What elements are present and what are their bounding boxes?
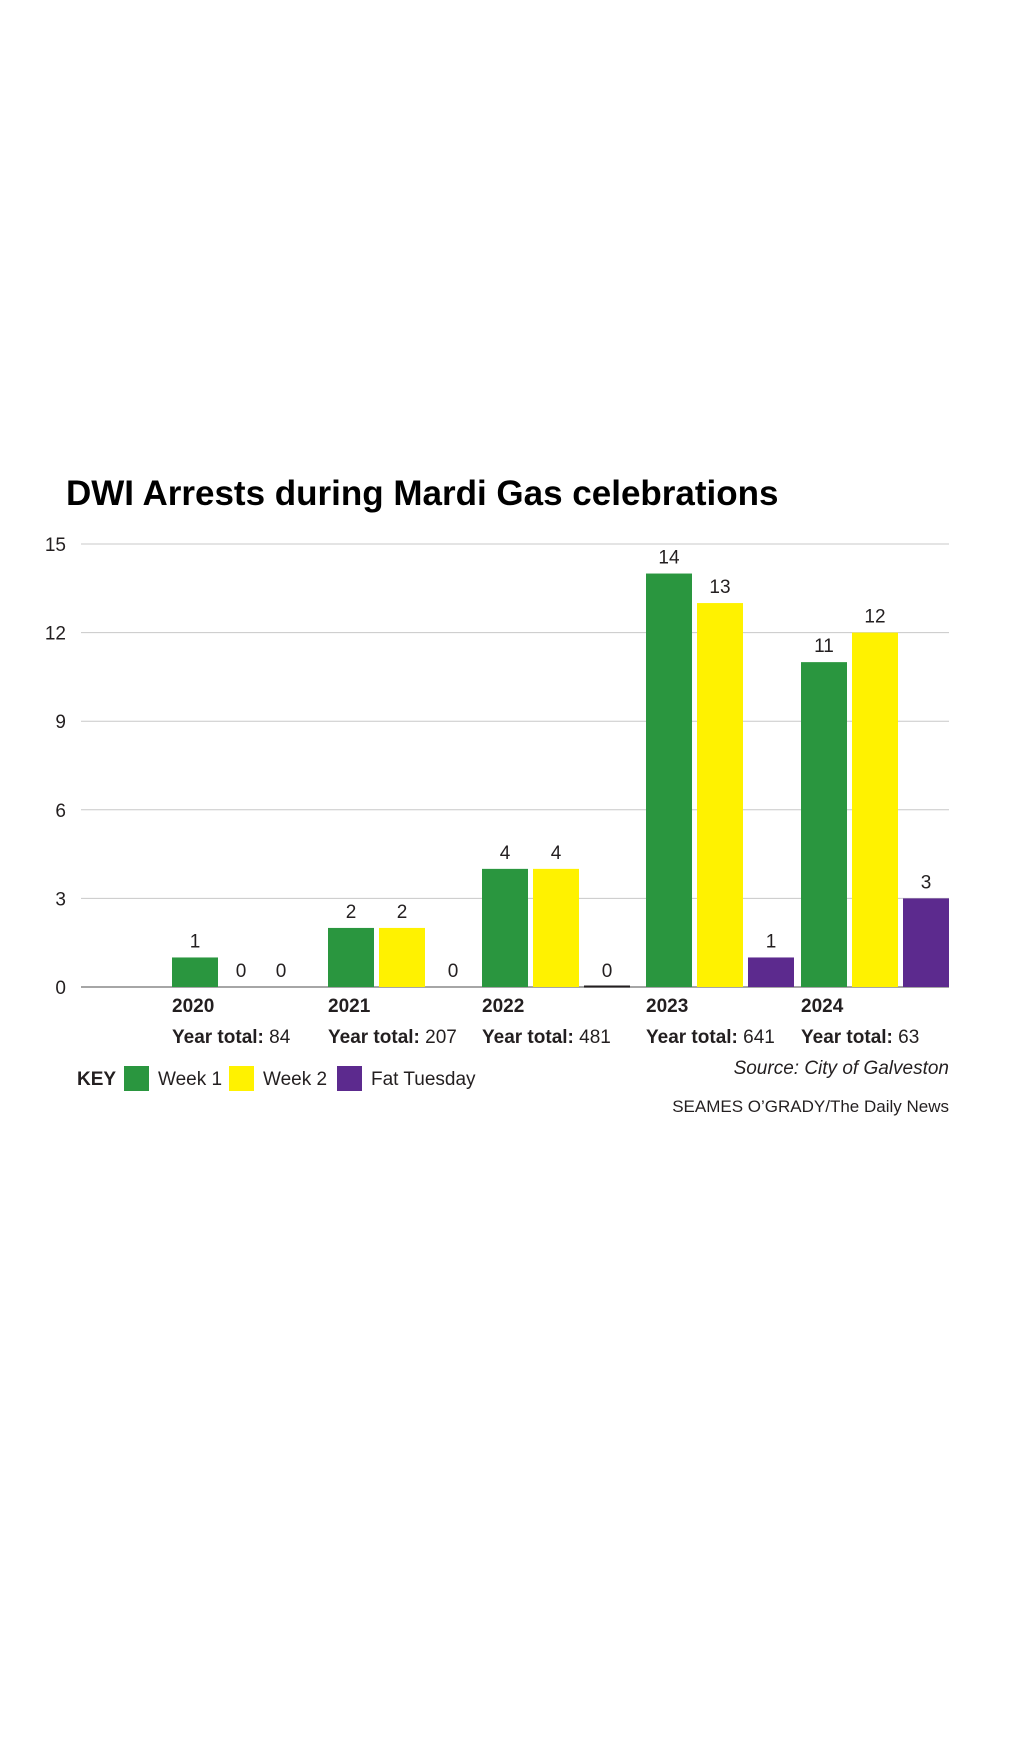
year-total-value: 481 bbox=[579, 1027, 611, 1048]
x-tick-label: 2021 bbox=[328, 996, 371, 1017]
bar-week-1-2021 bbox=[328, 927, 374, 987]
data-label: 0 bbox=[448, 961, 459, 982]
year-total-label: Year total: bbox=[328, 1027, 425, 1048]
legend: KEY Week 1 Week 2 Fat Tuesday bbox=[77, 1066, 476, 1091]
year-total-label: Year total: bbox=[482, 1027, 579, 1048]
year-total-value: 63 bbox=[898, 1027, 919, 1048]
bar-week-1-2023 bbox=[646, 573, 692, 987]
data-label: 4 bbox=[500, 843, 511, 864]
bar-week-1-2024 bbox=[801, 662, 847, 987]
data-label: 1 bbox=[766, 931, 777, 952]
legend-entry: Week 2 bbox=[263, 1069, 327, 1090]
year-total: Year total: 84 bbox=[172, 1027, 291, 1048]
x-tick-label: 2022 bbox=[482, 996, 524, 1017]
bar-week-2-2022 bbox=[533, 868, 579, 987]
y-axis-ticks: 0 3 6 9 12 15 bbox=[45, 535, 66, 999]
legend-entry: Fat Tuesday bbox=[371, 1069, 476, 1090]
data-label: 2 bbox=[346, 902, 357, 923]
year-total: Year total: 641 bbox=[646, 1027, 775, 1048]
source-note: Source: City of Galveston bbox=[734, 1058, 949, 1079]
chart-title: DWI Arrests during Mardi Gas celebration… bbox=[66, 474, 778, 513]
y-tick-label: 15 bbox=[45, 535, 66, 556]
data-label: 4 bbox=[551, 843, 562, 864]
y-tick-label: 0 bbox=[55, 978, 66, 999]
year-total: Year total: 63 bbox=[801, 1027, 919, 1048]
y-tick-label: 3 bbox=[55, 889, 66, 910]
legend-key-label: KEY bbox=[77, 1069, 116, 1090]
legend-swatch bbox=[124, 1066, 149, 1091]
data-label: 2 bbox=[397, 902, 408, 923]
x-tick-label: 2024 bbox=[801, 996, 844, 1017]
data-label: 14 bbox=[658, 548, 680, 569]
bar-fat-tuesday-2024 bbox=[903, 898, 949, 987]
bar-week-1-2022 bbox=[482, 868, 528, 987]
data-label: 0 bbox=[602, 961, 613, 982]
y-tick-label: 12 bbox=[45, 624, 66, 645]
bar-week-2-2024 bbox=[852, 632, 898, 987]
data-label: 0 bbox=[236, 961, 247, 982]
x-tick-label: 2020 bbox=[172, 996, 214, 1017]
credit-line: SEAMES O’GRADY/The Daily News bbox=[672, 1097, 949, 1116]
year-total-value: 641 bbox=[743, 1027, 775, 1048]
legend-swatch bbox=[229, 1066, 254, 1091]
year-total-value: 207 bbox=[425, 1027, 457, 1048]
legend-entry: Week 1 bbox=[158, 1069, 222, 1090]
bar-week-2-2023 bbox=[697, 603, 743, 987]
year-total-value: 84 bbox=[269, 1027, 291, 1048]
bar-zero-2022 bbox=[584, 985, 630, 988]
data-label: 11 bbox=[814, 636, 834, 657]
bar-week-1-2020 bbox=[172, 957, 218, 987]
data-label: 13 bbox=[709, 577, 730, 598]
data-label: 0 bbox=[276, 961, 287, 982]
y-tick-label: 6 bbox=[55, 801, 66, 822]
year-total-label: Year total: bbox=[646, 1027, 743, 1048]
legend-swatch bbox=[337, 1066, 362, 1091]
bar-fat-tuesday-2023 bbox=[748, 957, 794, 987]
data-label: 3 bbox=[921, 872, 932, 893]
x-axis-labels: 2020 Year total: 84 2021 Year total: 207 202… bbox=[172, 996, 919, 1048]
data-label: 12 bbox=[864, 607, 885, 628]
data-label: 1 bbox=[190, 931, 201, 952]
year-total: Year total: 481 bbox=[482, 1027, 611, 1048]
year-total-label: Year total: bbox=[801, 1027, 898, 1048]
y-tick-label: 9 bbox=[55, 712, 66, 733]
year-total-label: Year total: bbox=[172, 1027, 269, 1048]
x-tick-label: 2023 bbox=[646, 996, 688, 1017]
year-total: Year total: 207 bbox=[328, 1027, 457, 1048]
bar-week-2-2021 bbox=[379, 927, 425, 987]
